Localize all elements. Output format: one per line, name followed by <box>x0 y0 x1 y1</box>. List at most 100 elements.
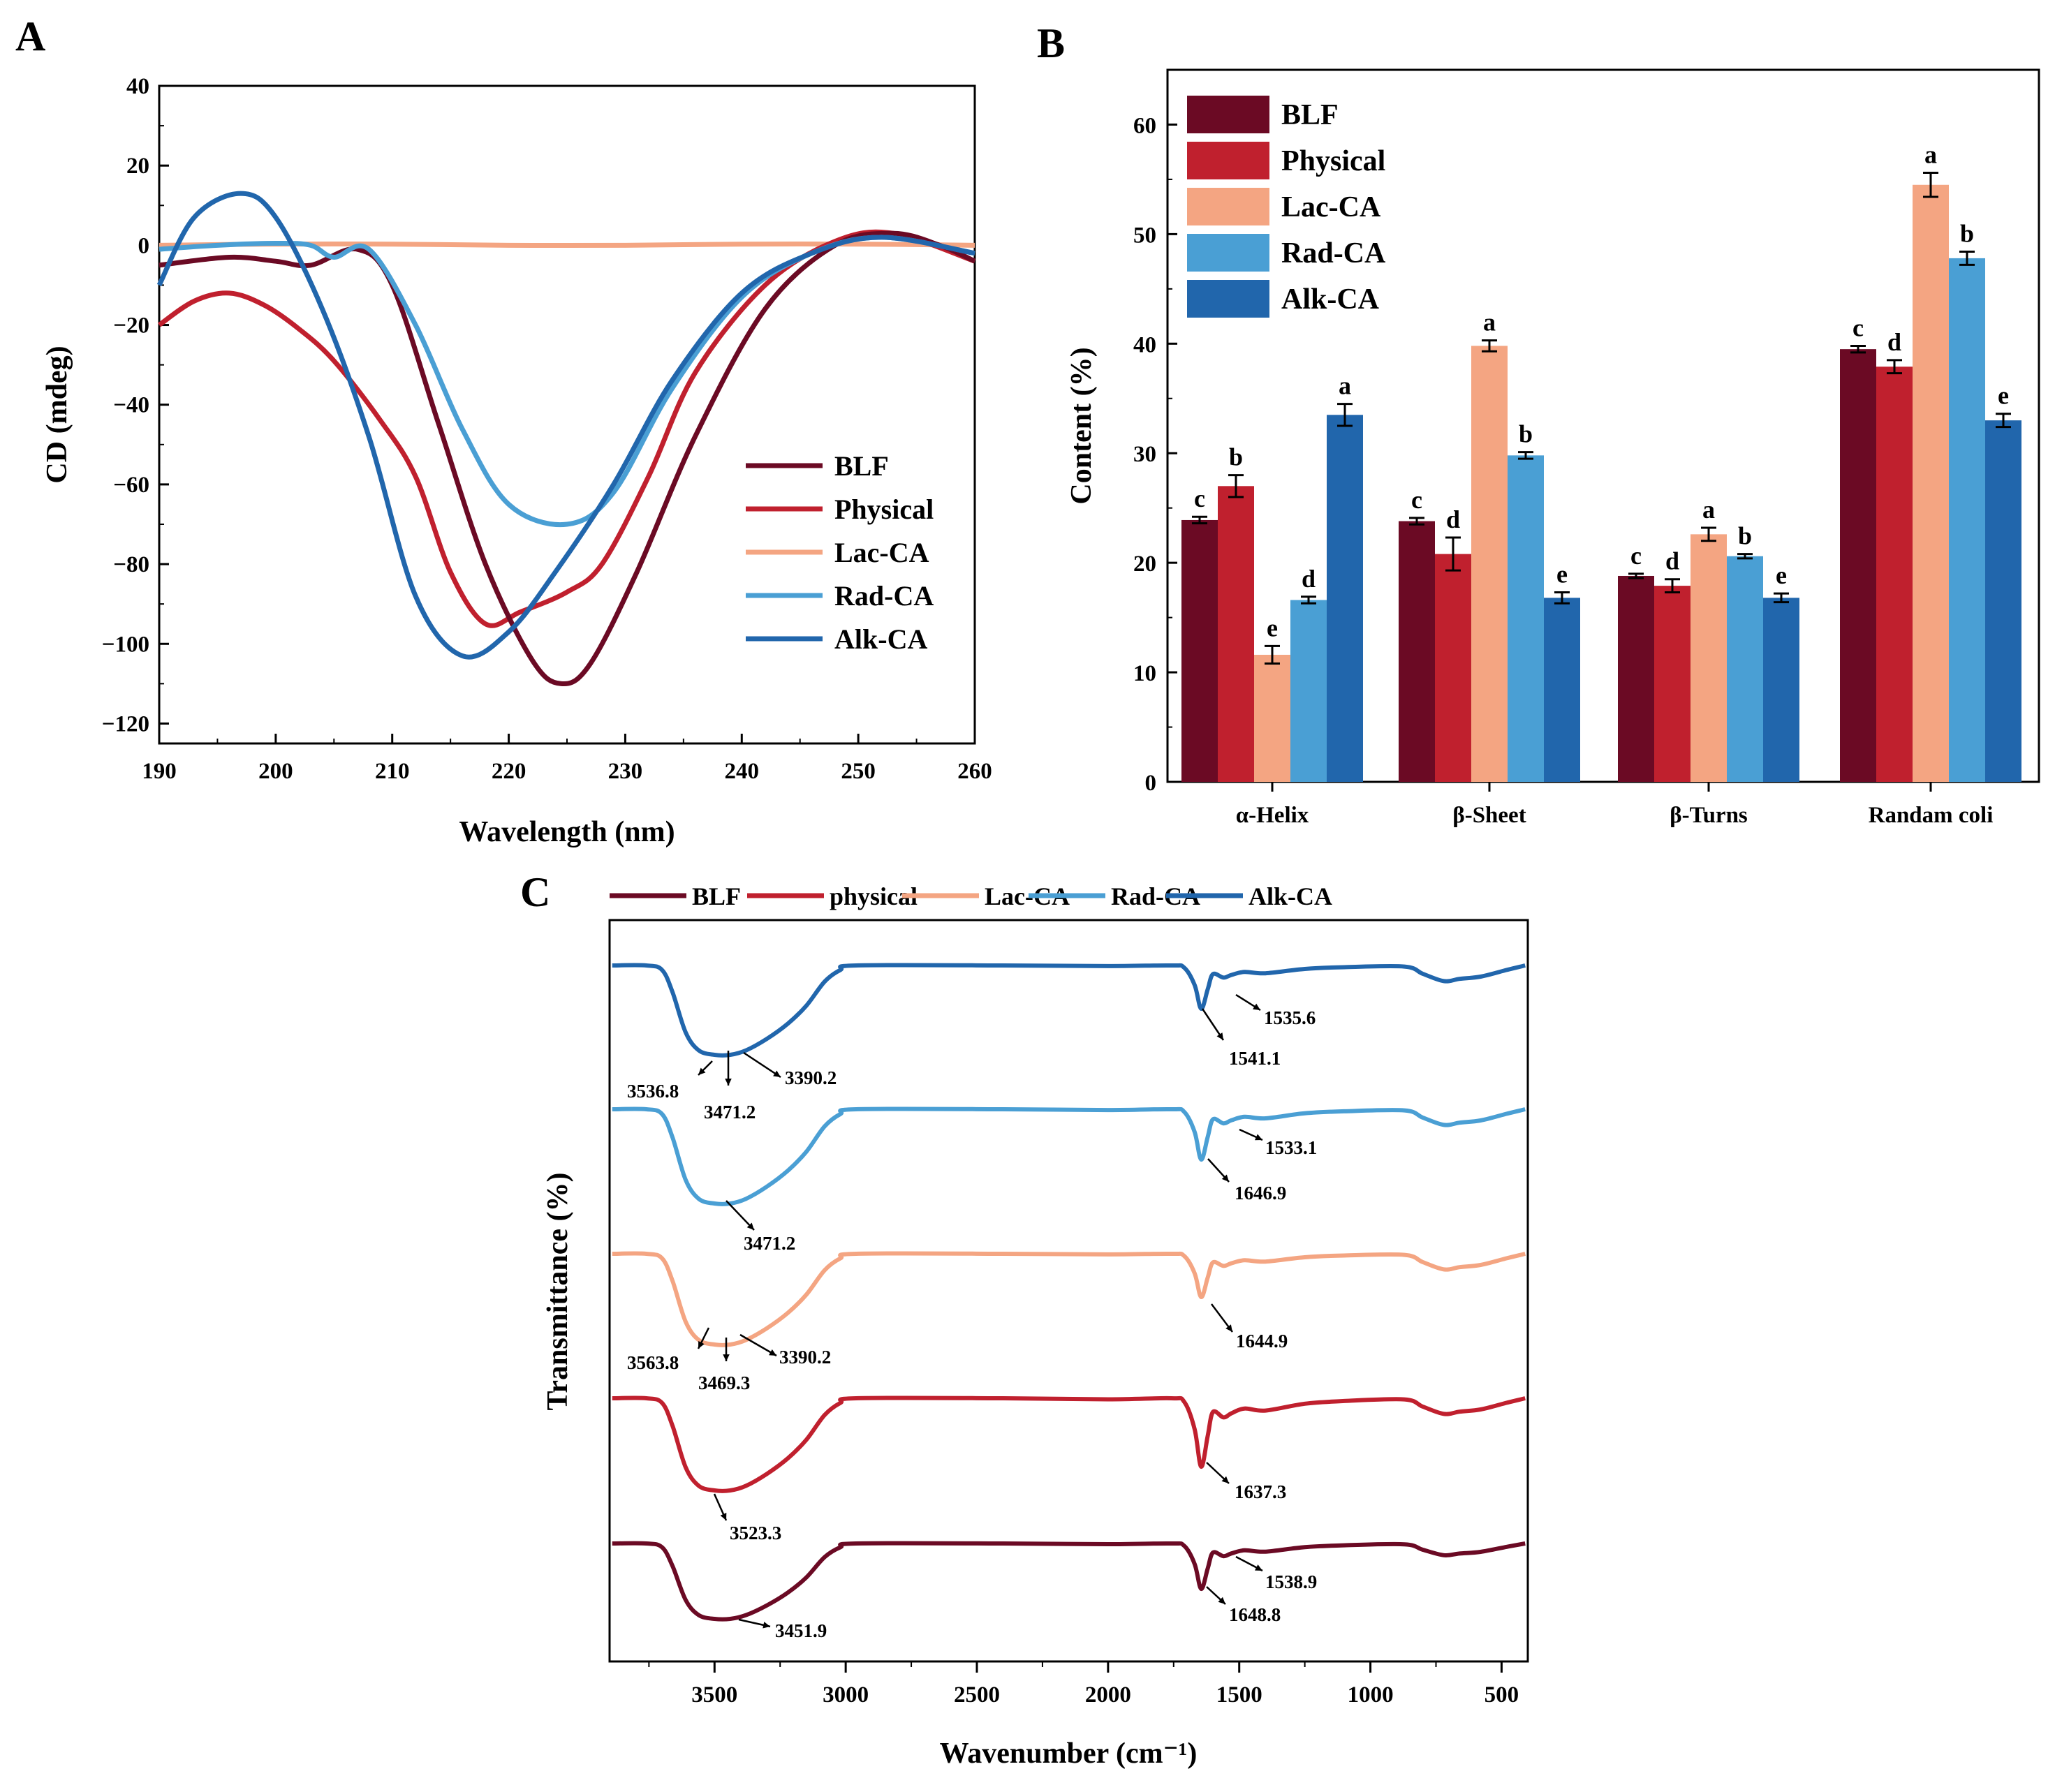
b-error-bar <box>1737 553 1753 560</box>
b-category-label: Randam coli <box>1869 803 1994 828</box>
a-series-line-physical <box>157 229 976 628</box>
a-x-tick-label: 230 <box>608 759 643 784</box>
panel-b-frame <box>1166 68 2040 783</box>
a-y-tick-label: −40 <box>113 393 149 418</box>
c-peak-label: 1538.9 <box>1265 1571 1317 1592</box>
c-legend-label: BLF <box>692 882 741 910</box>
b-error-bar <box>1665 578 1680 594</box>
panel-c-letter: C <box>520 869 550 915</box>
b-error-bar <box>1482 339 1497 353</box>
b-significance-letter: e <box>1267 614 1278 642</box>
c-peak-annotation: 1538.9 <box>1235 1555 1317 1592</box>
a-x-tick-label: 190 <box>142 759 177 784</box>
b-bar-rad-ca <box>1290 600 1327 782</box>
b-significance-letter: d <box>1665 547 1679 575</box>
b-significance-letter: a <box>1702 496 1715 524</box>
b-bar-physical <box>1876 366 1913 782</box>
b-y-tick-label: 10 <box>1133 661 1156 686</box>
c-peak-label: 3563.8 <box>627 1352 679 1373</box>
b-bar-physical <box>1218 486 1254 782</box>
b-bar-alk-ca <box>1985 420 2021 782</box>
b-legend-label: Lac-CA <box>1281 191 1381 223</box>
c-peak-annotation: 3451.9 <box>738 1618 827 1641</box>
b-bar-lac-ca <box>1471 346 1508 782</box>
b-error-bar <box>1337 403 1353 427</box>
panel-b-y-axis-title: Content (%) <box>1066 347 1098 504</box>
c-peak-annotation: 1533.1 <box>1239 1128 1317 1158</box>
b-bar-rad-ca <box>1508 455 1544 782</box>
b-bar-physical <box>1654 586 1691 782</box>
b-category-label: β-Turns <box>1670 803 1748 828</box>
a-y-tick-label: −120 <box>102 711 149 736</box>
b-error-bar <box>1445 536 1461 572</box>
b-significance-letter: b <box>1738 522 1752 550</box>
a-legend-label: Physical <box>834 494 934 525</box>
c-peak-label: 3471.2 <box>704 1102 756 1123</box>
c-peak-label: 1533.1 <box>1265 1137 1317 1158</box>
b-significance-letter: b <box>1519 420 1533 448</box>
c-peak-label: 3451.9 <box>775 1620 827 1641</box>
panel-a-cd-spectra: A 190 200 210 220 230 240 250 26040200−20−40−60… <box>15 13 992 848</box>
a-legend-label: Lac-CA <box>834 537 929 568</box>
c-peak-label: 3471.2 <box>744 1233 795 1254</box>
a-x-tick-label: 210 <box>375 759 410 784</box>
b-bar-lac-ca <box>1913 184 1949 782</box>
b-significance-letter: b <box>1960 219 1974 247</box>
b-bar-rad-ca <box>1949 258 1985 782</box>
c-series-line-alk-ca <box>612 963 1526 1058</box>
b-error-bar <box>1301 595 1316 605</box>
b-significance-letter: c <box>1630 542 1642 570</box>
b-legend-swatch-physical <box>1187 142 1269 179</box>
b-bar-blf <box>1618 575 1654 782</box>
b-error-bar <box>1959 250 1975 266</box>
c-series-line-lac-ca <box>612 1251 1526 1347</box>
c-x-tick-label: 500 <box>1485 1682 1519 1708</box>
b-error-bar <box>1701 526 1716 542</box>
a-y-tick-label: −100 <box>102 632 149 657</box>
b-category-label: β-Sheet <box>1452 803 1526 828</box>
b-significance-letter: d <box>1446 505 1460 533</box>
b-legend-swatch-lac-ca <box>1187 188 1269 225</box>
b-significance-letter: e <box>1556 561 1568 588</box>
a-x-tick-label: 200 <box>258 759 293 784</box>
b-legend-label: BLF <box>1281 99 1339 131</box>
b-legend-label: Physical <box>1281 145 1385 177</box>
b-bar-rad-ca <box>1727 556 1763 782</box>
b-y-tick-label: 40 <box>1133 332 1156 357</box>
b-error-bar <box>1923 172 1938 198</box>
a-y-tick-label: −60 <box>113 473 149 498</box>
b-bar-lac-ca <box>1691 534 1727 782</box>
a-y-tick-label: 20 <box>126 154 149 179</box>
c-peak-annotation: 3563.8 <box>627 1327 710 1373</box>
c-peak-label: 1644.9 <box>1236 1331 1288 1352</box>
c-peak-annotation: 3390.2 <box>743 1051 837 1088</box>
b-legend-swatch-rad-ca <box>1187 234 1269 272</box>
c-peak-label: 3390.2 <box>779 1347 831 1368</box>
a-x-tick-label: 260 <box>957 759 992 784</box>
b-significance-letter: e <box>1776 561 1787 589</box>
b-y-tick-label: 30 <box>1133 442 1156 467</box>
b-category-label: α-Helix <box>1236 803 1309 828</box>
c-peak-label: 1535.6 <box>1264 1007 1316 1028</box>
panel-b-letter: B <box>1037 20 1065 66</box>
b-significance-letter: c <box>1411 486 1422 514</box>
c-peak-annotation: 1648.8 <box>1206 1586 1281 1625</box>
b-error-bar <box>1554 591 1570 605</box>
b-error-bar <box>1887 359 1902 375</box>
a-y-tick-label: −20 <box>113 313 149 339</box>
b-error-bar <box>1996 413 2011 429</box>
b-error-bar <box>1850 344 1866 354</box>
c-series-line-physical <box>612 1395 1526 1493</box>
c-peak-annotation: 1644.9 <box>1211 1303 1288 1352</box>
c-peak-annotation: 3471.2 <box>725 1200 795 1254</box>
c-peak-label: 1648.8 <box>1229 1604 1281 1625</box>
a-x-tick-label: 220 <box>492 759 526 784</box>
panel-b-legend: BLF Physical Lac-CA Rad-CA Alk-CA <box>1187 96 1386 318</box>
b-significance-letter: b <box>1229 443 1243 471</box>
a-series-line-blf <box>159 230 976 687</box>
c-peak-label: 3523.3 <box>730 1523 781 1543</box>
a-legend-label: Alk-CA <box>834 623 927 655</box>
b-bar-physical <box>1435 554 1471 782</box>
a-series-line-alk-ca <box>156 191 975 660</box>
